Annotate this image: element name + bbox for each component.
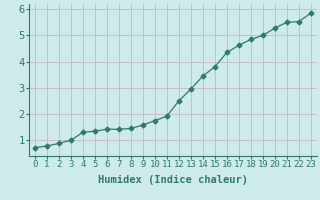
X-axis label: Humidex (Indice chaleur): Humidex (Indice chaleur) bbox=[98, 175, 248, 185]
